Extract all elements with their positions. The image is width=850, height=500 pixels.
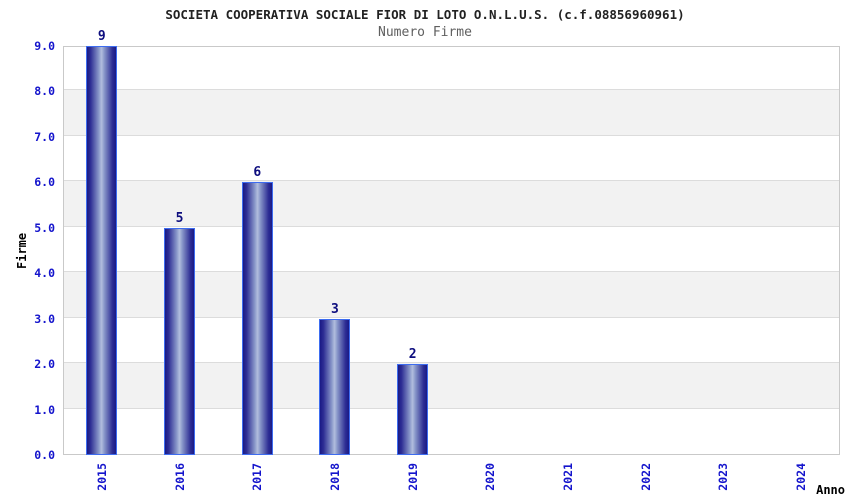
- y-tick-label: 4.0: [34, 266, 55, 281]
- bar: [164, 227, 196, 455]
- x-tick-label: 2016: [172, 463, 187, 491]
- bar: [319, 318, 351, 455]
- y-tick-label: 3.0: [34, 311, 55, 326]
- bar-value-label: 5: [175, 210, 184, 226]
- y-tick-label: 8.0: [34, 84, 55, 99]
- x-tick-label: 2019: [405, 463, 420, 491]
- gridline: [64, 225, 839, 227]
- x-tick-label: 2015: [94, 463, 109, 491]
- bar-value-label: 9: [97, 29, 106, 44]
- bar: [397, 364, 429, 455]
- y-tick-label: 6.0: [34, 175, 55, 190]
- x-tick-label: 2024: [794, 463, 809, 491]
- bar-value-label: 6: [253, 165, 262, 181]
- gridline: [64, 407, 839, 409]
- y-tick-label: 1.0: [34, 402, 55, 417]
- gridline: [64, 316, 839, 318]
- bar: [241, 182, 273, 455]
- x-tick-label: 2021: [561, 463, 576, 491]
- x-tick-label: 2020: [483, 463, 498, 491]
- chart-title: SOCIETA COOPERATIVA SOCIALE FIOR DI LOTO…: [165, 7, 685, 22]
- x-tick-label: 2017: [250, 463, 265, 491]
- x-tick-label: 2022: [638, 463, 653, 491]
- x-axis-label: Anno: [816, 483, 845, 497]
- gridline: [64, 89, 839, 91]
- gridline: [64, 362, 839, 364]
- bar: [86, 46, 118, 455]
- x-tick-label: 2023: [716, 463, 731, 491]
- bar-value-label: 2: [408, 347, 417, 363]
- y-axis-label: Firme: [15, 232, 29, 269]
- y-tick-label: 7.0: [34, 129, 55, 144]
- gridline: [64, 271, 839, 273]
- gridline: [64, 134, 839, 136]
- gridline: [64, 180, 839, 182]
- y-tick-label: 5.0: [34, 220, 55, 235]
- bar-value-label: 3: [331, 301, 339, 317]
- y-tick-label: 0.0: [34, 448, 55, 462]
- plot-band: [64, 181, 839, 227]
- y-tick-label: 9.0: [34, 39, 55, 53]
- chart-subtitle: Numero Firme: [378, 25, 472, 40]
- plot-band: [64, 90, 839, 136]
- y-tick-label: 2.0: [34, 357, 55, 372]
- x-tick-label: 2018: [327, 463, 342, 491]
